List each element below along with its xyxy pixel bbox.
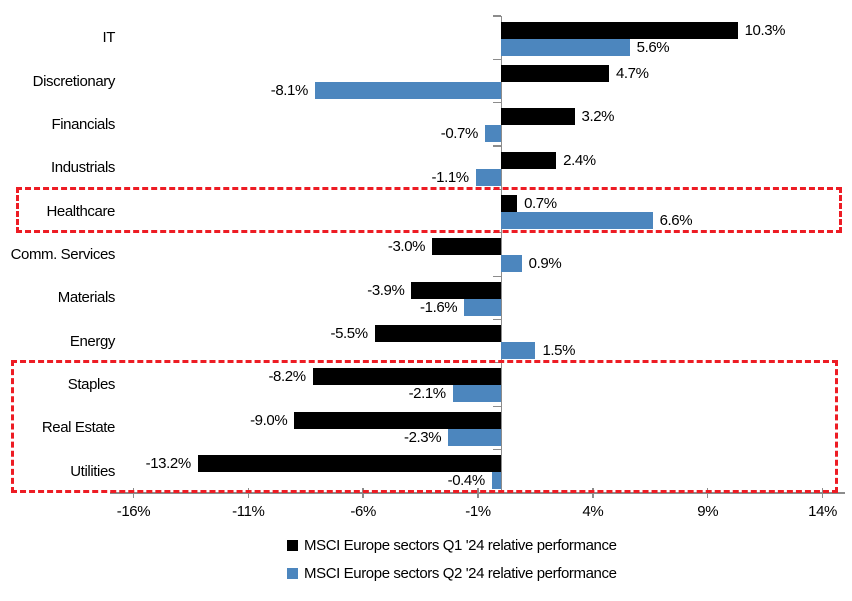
- bar-q1: [432, 238, 501, 256]
- bar-q1: [501, 194, 518, 212]
- chart-legend: MSCI Europe sectors Q1 '24 relative perf…: [287, 537, 617, 582]
- category-label: IT: [102, 29, 115, 47]
- x-axis-tick-label: -6%: [350, 503, 376, 520]
- legend-label-q2: MSCI Europe sectors Q2 '24 relative perf…: [304, 565, 617, 582]
- category-axis-tick: [493, 275, 501, 277]
- bar-q1: [411, 281, 501, 299]
- value-label: 4.7%: [615, 64, 649, 82]
- bar-q2: [501, 342, 536, 360]
- bar-q1: [501, 151, 557, 169]
- legend-label-q1: MSCI Europe sectors Q1 '24 relative perf…: [304, 537, 617, 554]
- category-label: Materials: [57, 289, 116, 307]
- category-axis-tick: [493, 15, 501, 17]
- bar-q2: [452, 385, 501, 403]
- value-label: -1.6%: [420, 298, 458, 316]
- x-axis-tick-label: 9%: [697, 503, 719, 520]
- bar-q1: [294, 411, 501, 429]
- x-axis-tick-label: 14%: [808, 503, 837, 520]
- bar-q2: [501, 38, 630, 56]
- value-label: -5.5%: [330, 325, 368, 343]
- bar-q2: [501, 211, 653, 229]
- x-axis-tick-label: 4%: [582, 503, 604, 520]
- value-label: 10.3%: [744, 21, 786, 39]
- value-label: -8.2%: [268, 368, 306, 386]
- category-label: Utilities: [70, 462, 115, 480]
- value-label: 2.4%: [563, 151, 596, 169]
- value-label: -1.1%: [431, 168, 470, 186]
- q1-series-swatch-icon: [287, 540, 298, 551]
- bar-q2: [448, 428, 501, 446]
- legend-item-q1: MSCI Europe sectors Q1 '24 relative perf…: [287, 537, 617, 554]
- x-axis-tick-label: -16%: [116, 503, 151, 520]
- category-axis-line: [500, 16, 502, 493]
- value-label: -3.0%: [387, 238, 426, 256]
- highlight-box: [16, 186, 842, 233]
- category-axis-tick: [493, 318, 501, 321]
- value-label: -2.3%: [403, 428, 442, 446]
- value-label: -0.4%: [447, 472, 486, 490]
- bar-q2: [484, 125, 501, 143]
- category-label: Staples: [67, 376, 116, 394]
- value-label: -0.7%: [440, 125, 479, 143]
- bar-q2: [501, 255, 522, 273]
- category-axis-tick: [493, 492, 501, 494]
- bar-q2: [475, 168, 501, 186]
- bar-q1: [501, 64, 609, 82]
- bar-q1: [501, 21, 738, 39]
- category-axis-tick: [493, 102, 501, 104]
- value-label: -8.1%: [270, 81, 309, 99]
- bar-q2: [314, 81, 501, 99]
- value-label: 5.6%: [636, 38, 670, 56]
- category-label: Industrials: [51, 159, 115, 177]
- category-axis-tick: [493, 145, 501, 147]
- value-label: 1.5%: [542, 342, 576, 360]
- bar-q1: [312, 368, 501, 386]
- value-label: 0.7%: [524, 194, 557, 212]
- bar-q2: [491, 472, 501, 490]
- bar-q1: [197, 455, 501, 473]
- category-label: Comm. Services: [10, 245, 116, 263]
- bar-q1: [374, 325, 501, 343]
- value-label: -9.0%: [250, 411, 288, 429]
- q2-series-swatch-icon: [287, 568, 298, 579]
- value-label: 0.9%: [528, 255, 562, 273]
- category-label: Healthcare: [46, 202, 115, 220]
- highlight-box: [11, 360, 838, 493]
- category-axis-tick: [493, 58, 501, 60]
- category-label: Discretionary: [32, 72, 116, 90]
- value-label: -3.9%: [367, 281, 405, 299]
- category-label: Energy: [69, 332, 116, 350]
- bar-q1: [501, 108, 575, 126]
- legend-item-q2: MSCI Europe sectors Q2 '24 relative perf…: [287, 565, 617, 582]
- value-label: -2.1%: [408, 385, 447, 403]
- category-axis-tick: [493, 449, 501, 451]
- category-axis-tick: [493, 405, 501, 407]
- bar-q2: [464, 298, 501, 316]
- category-label: Real Estate: [41, 419, 116, 437]
- value-label: -13.2%: [145, 455, 192, 473]
- value-label: 3.2%: [581, 108, 615, 126]
- category-label: Financials: [51, 115, 115, 133]
- value-label: 6.6%: [659, 211, 693, 229]
- x-axis-tick-label: -1%: [465, 503, 491, 520]
- x-axis-tick-label: -11%: [232, 503, 265, 520]
